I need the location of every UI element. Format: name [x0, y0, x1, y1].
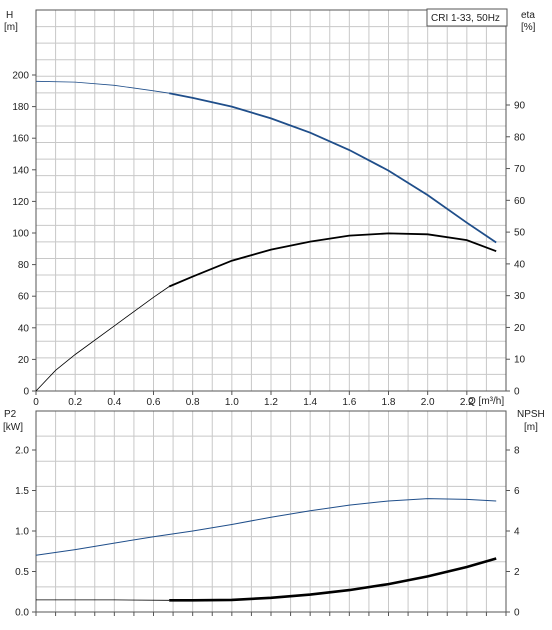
head-curve [169, 92, 497, 244]
bottom-right-axis-unit: [m] [524, 422, 538, 433]
y-tick-label: 40 [18, 323, 30, 334]
efficiency-curve-thin [35, 286, 170, 392]
x-tick-label: 2.0 [421, 397, 435, 408]
bottom-left-axis-label: P2 [4, 409, 17, 420]
top-right-axis-label: eta [521, 10, 535, 21]
top-right-axis-unit: [%] [521, 22, 536, 33]
npsh-tick-label: 2 [514, 567, 520, 578]
y-tick-label: 140 [12, 165, 29, 176]
y2-tick-label: 40 [514, 259, 526, 270]
y-tick-label: 180 [12, 102, 29, 113]
x-tick-label: 0.2 [68, 397, 82, 408]
top-left-axis-label: H [6, 10, 13, 21]
y2-tick-label: 20 [514, 323, 526, 334]
y2-tick-label: 90 [514, 101, 526, 112]
p2-tick-label: 1.0 [15, 527, 29, 538]
legend-box [426, 8, 508, 27]
head-curve-thin [35, 80, 170, 94]
y-tick-label: 20 [18, 355, 30, 366]
x-tick-label: 1.8 [382, 397, 396, 408]
y-tick-label: 120 [12, 197, 29, 208]
y-tick-label: 0 [23, 387, 29, 398]
x-tick-label: 2.2 [460, 397, 474, 408]
head-efficiency-panel: 0 20 40 60 80 100 120 140 160 180 200 0 10 20 30 40 50 60… [12, 9, 526, 408]
legend-label: CRI 1-33, 50Hz [431, 13, 500, 24]
npsh-tick-label: 8 [514, 446, 520, 457]
y2-tick-label: 10 [514, 355, 526, 366]
p2-tick-label: 1.5 [15, 486, 29, 497]
y-tick-label: 200 [12, 71, 29, 82]
y2-tick-label: 50 [514, 228, 526, 239]
y2-tick-label: 0 [514, 387, 520, 398]
y2-tick-label: 60 [514, 196, 526, 207]
x-tick-label: 1.0 [225, 397, 239, 408]
x-tick-label: 0.8 [186, 397, 200, 408]
bottom-right-axis-label: NPSH [517, 409, 545, 420]
y-tick-label: 100 [12, 229, 29, 240]
power-npsh-panel: 0.0 0.5 1.0 1.5 2.0 0 2 4 6 8 [15, 410, 520, 619]
npsh-tick-label: 0 [514, 608, 520, 619]
bottom-left-axis-unit: [kW] [3, 422, 23, 433]
top-left-axis-unit: [m] [4, 22, 18, 33]
y-tick-label: 160 [12, 134, 29, 145]
x-tick-label: 1.4 [303, 397, 317, 408]
x-tick-label: 0.4 [107, 397, 121, 408]
y2-tick-label: 80 [514, 132, 526, 143]
y2-tick-label: 70 [514, 164, 526, 175]
x-axis-unit-label: Q [m³/h] [468, 396, 504, 407]
p2-tick-label: 2.0 [15, 446, 29, 457]
y2-tick-label: 30 [514, 291, 526, 302]
x-tick-label: 1.6 [342, 397, 356, 408]
x-tick-label: 0 [33, 397, 39, 408]
y-tick-label: 60 [18, 292, 30, 303]
npsh-tick-label: 4 [514, 527, 520, 538]
npsh-curve [169, 557, 497, 602]
efficiency-curve [168, 232, 497, 288]
npsh-tick-label: 6 [514, 486, 520, 497]
x-tick-label: 0.6 [147, 397, 161, 408]
x-tick-label: 1.2 [264, 397, 278, 408]
y-tick-label: 80 [18, 260, 30, 271]
p2-tick-label: 0.5 [15, 567, 29, 578]
p2-tick-label: 0.0 [15, 608, 29, 619]
power-curve [35, 498, 497, 556]
